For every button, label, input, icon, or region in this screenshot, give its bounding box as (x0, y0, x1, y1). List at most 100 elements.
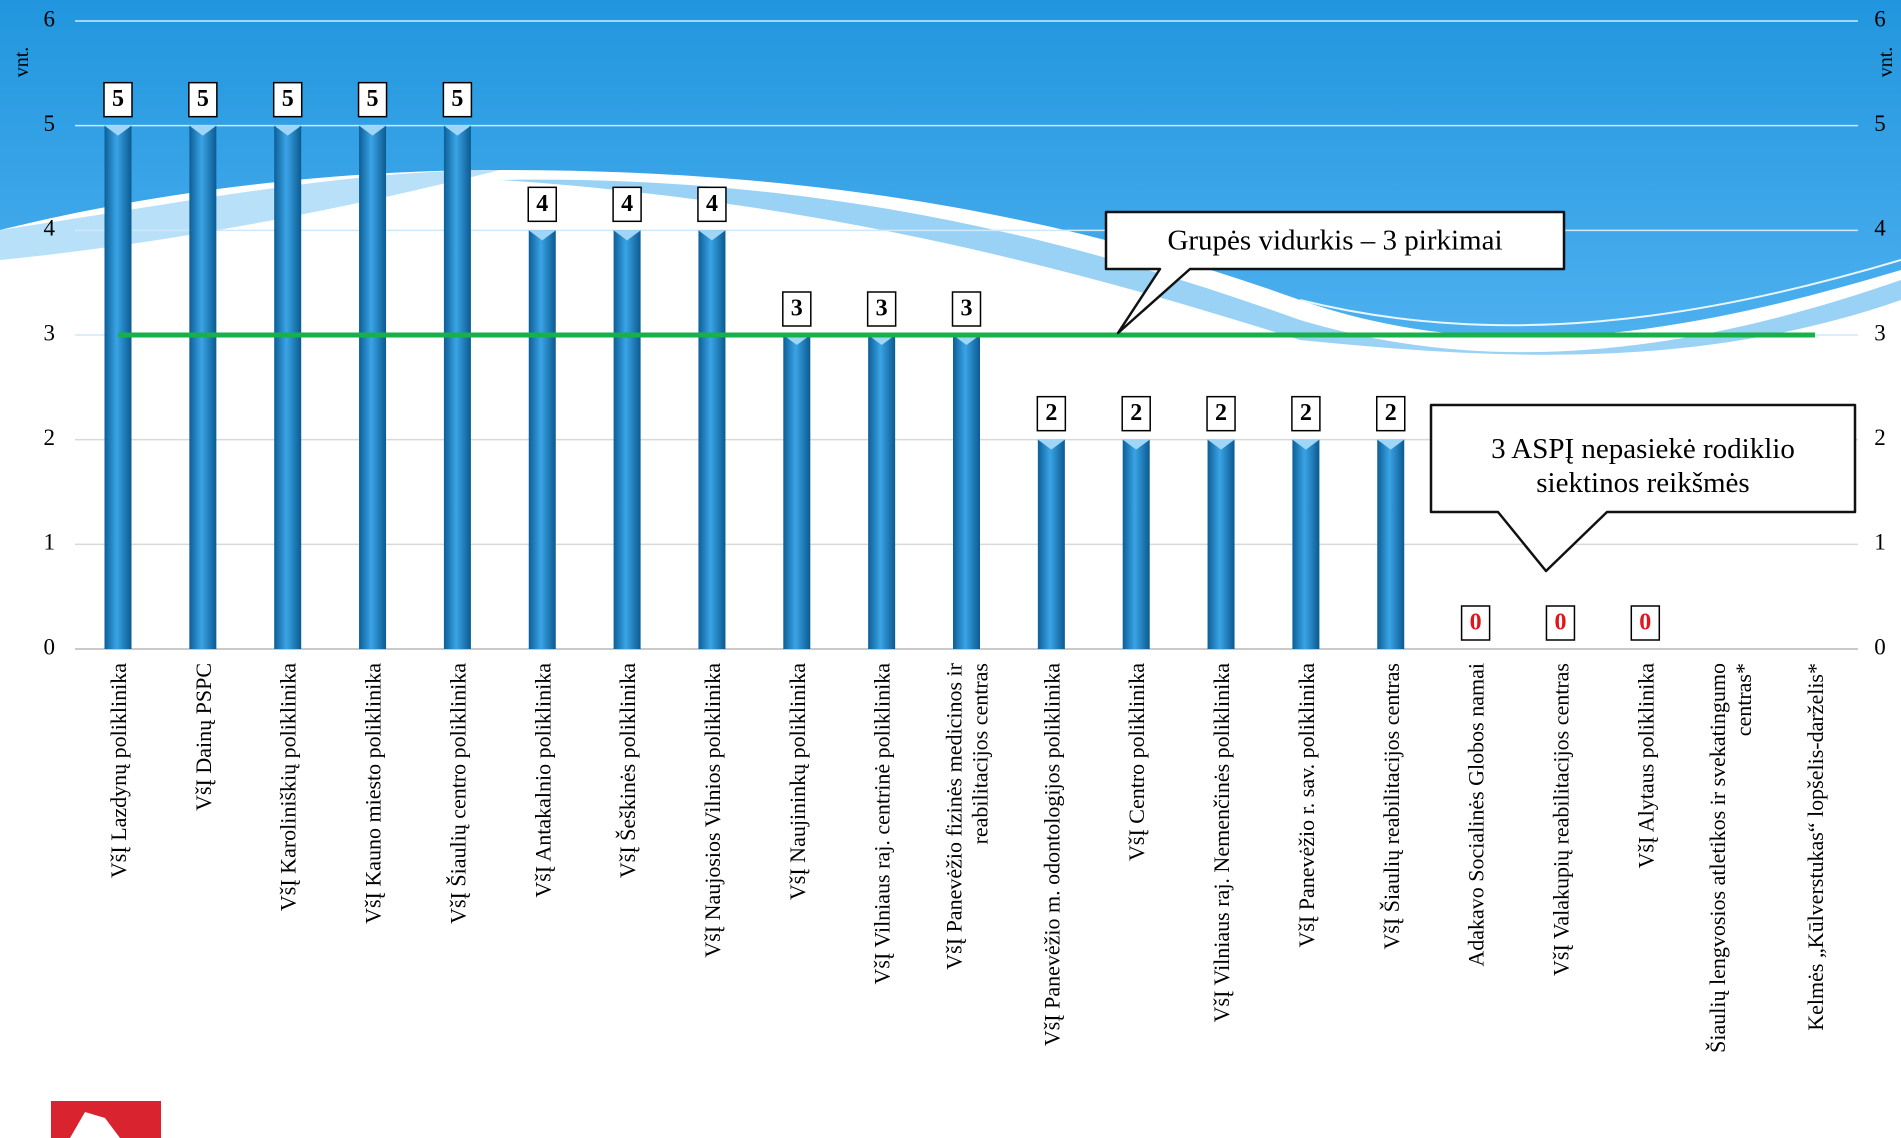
x-tick-label: VšĮ Šiaulių reabilitacijos centras (1379, 663, 1404, 950)
bar (1037, 439, 1065, 649)
value-label: 5 (282, 86, 294, 112)
bar-cap (528, 230, 556, 241)
x-tick-label: VšĮ Alytaus poliklinika (1633, 663, 1658, 869)
value-label-box (1545, 605, 1576, 641)
value-label-box (782, 291, 812, 327)
bar (528, 230, 556, 650)
value-label-box (1460, 605, 1491, 641)
value-label: 0 (1554, 610, 1566, 636)
y2-axis-title: vnt. (1875, 47, 1897, 78)
value-label-box (866, 291, 897, 327)
bar-cap (274, 125, 302, 136)
value-label: 5 (367, 86, 379, 112)
bar-cap (1207, 439, 1235, 450)
value-label: 2 (1130, 400, 1142, 426)
value-label: 5 (197, 86, 209, 112)
value-label: 4 (706, 191, 718, 217)
value-label: 5 (112, 86, 124, 112)
value-label: 3 (791, 296, 803, 322)
bar-cap (1377, 439, 1405, 450)
x-tick-label: VšĮ Naujininkų poliklinika (785, 663, 810, 900)
bar (443, 125, 471, 649)
value-label-box (103, 81, 133, 118)
value-label: 3 (961, 296, 973, 322)
value-label-box (697, 186, 727, 223)
x-tick-label: VšĮ Valakupių reabilitacijos centras (1548, 663, 1573, 976)
value-label: 0 (1470, 610, 1482, 636)
value-label: 2 (1300, 400, 1312, 426)
callout: Grupės vidurkis – 3 pirkimai (1104, 210, 1566, 335)
x-tick-label: VšĮ Centro poliklinika (1124, 663, 1149, 861)
value-label-box (272, 81, 303, 118)
bar (189, 125, 217, 649)
x-tick-label: VšĮ Panevėžio fizinės medicinos irreabil… (942, 662, 993, 969)
x-tick-label: Adakavo Socialinės Globos namai (1464, 663, 1489, 967)
x-tick-label: VšĮ Kauno miesto poliklinika (361, 663, 386, 924)
bar-cap (359, 125, 387, 136)
bar (104, 125, 132, 649)
annotation: 3 ASPĮ nepasiekė rodiklio siektinos reikš… (1491, 433, 1795, 499)
y-tick-label: 0 (44, 634, 56, 659)
x-tick-label: VšĮ Šeškinės poliklinika (615, 663, 640, 878)
value-label: 0 (1639, 610, 1651, 636)
bar-cap (1122, 439, 1150, 450)
x-tick-label: VšĮ Lazdynų poliklinika (106, 663, 131, 878)
value-label-box (357, 81, 388, 118)
value-label-box (1291, 395, 1321, 432)
annotation: Grupės vidurkis – 3 pirkimai (1167, 225, 1502, 257)
y-axis-title: vnt. (11, 47, 33, 78)
callout: 3 ASPĮ nepasiekė rodiklio siektinos reikš… (1429, 403, 1857, 573)
x-tick-label: Šiaulių lengvosios atletikos ir svekatin… (1705, 663, 1756, 1053)
value-label: 3 (876, 296, 888, 322)
bar (359, 125, 387, 649)
bar-cap (104, 125, 132, 136)
x-tick-label: VšĮ Naujosios Vilnios poliklinika (700, 663, 725, 958)
value-label-box (1376, 395, 1406, 432)
y2-tick-label: 6 (1874, 6, 1886, 31)
y2-tick-label: 3 (1874, 320, 1886, 345)
value-label: 4 (536, 191, 548, 217)
y2-tick-label: 2 (1874, 425, 1886, 450)
x-tick-label: VšĮ Karoliniškių poliklinika (276, 663, 301, 911)
x-tick-label: VšĮ Panevėžio m. odontologijos poliklini… (1039, 663, 1064, 1046)
y-tick-label: 5 (44, 111, 56, 136)
y-tick-label: 3 (44, 320, 56, 345)
value-label-box (1206, 395, 1236, 432)
bar (783, 335, 811, 649)
y2-tick-label: 5 (1874, 111, 1886, 136)
y2-tick-label: 1 (1874, 530, 1886, 555)
value-label-box (1121, 395, 1151, 432)
x-tick-label: Kelmės „Kūlverstukas“ lopšelis-darželis* (1803, 663, 1828, 1031)
x-tick-label: VšĮ Dainų PSPC (191, 663, 216, 811)
y2-tick-label: 4 (1874, 216, 1886, 241)
y-tick-label: 4 (44, 216, 56, 241)
y-tick-label: 6 (44, 6, 56, 31)
value-label-box (1630, 605, 1661, 641)
value-label-box (951, 291, 982, 327)
bar-cap (613, 230, 641, 241)
bar (1292, 439, 1320, 649)
bar (613, 230, 641, 650)
value-label-box (612, 186, 642, 223)
value-label-box (527, 186, 557, 223)
bar (953, 335, 980, 649)
value-label: 2 (1385, 400, 1397, 426)
bar (868, 335, 896, 649)
bar-cap (698, 230, 726, 241)
value-label-box (188, 81, 218, 118)
value-label: 5 (451, 86, 463, 112)
bar-cap (189, 125, 217, 136)
value-label: 2 (1215, 400, 1227, 426)
bar (1377, 439, 1405, 649)
bar-cap (443, 125, 471, 136)
bar-cap (1037, 439, 1065, 450)
logo (51, 1101, 161, 1138)
bar (698, 230, 726, 650)
bar-cap (1292, 439, 1320, 450)
x-tick-label: VšĮ Panevėžio r. sav. poliklinika (1294, 663, 1319, 948)
value-label-box (442, 81, 473, 118)
x-tick-label: VšĮ Šiaulių centro poliklinika (445, 663, 470, 924)
value-label: 4 (621, 191, 633, 217)
value-label: 2 (1045, 400, 1057, 426)
